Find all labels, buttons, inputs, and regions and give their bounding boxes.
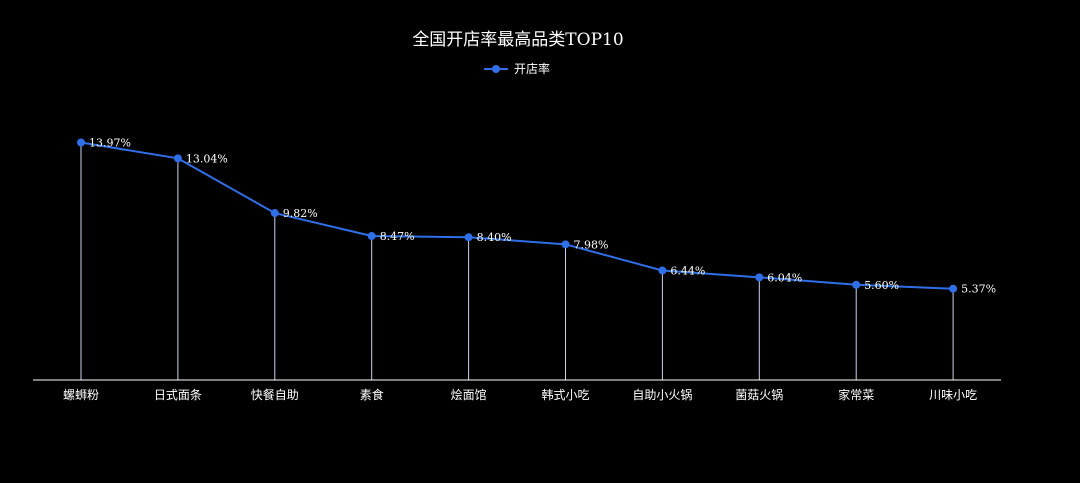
x-tick-label: 螺蛳粉 <box>63 388 99 402</box>
data-point[interactable] <box>658 266 667 275</box>
x-tick-label: 快餐自助 <box>251 387 299 402</box>
x-tick-label: 素食 <box>360 387 384 402</box>
data-point[interactable] <box>464 233 473 242</box>
series-line-group <box>80 141 954 290</box>
data-points <box>77 138 958 293</box>
data-label: 13.04% <box>186 152 228 165</box>
chart-title: 全国开店率最高品类TOP10 <box>412 30 623 50</box>
data-label: 6.04% <box>767 271 802 284</box>
data-point[interactable] <box>561 240 570 249</box>
data-label: 8.47% <box>380 230 415 243</box>
legend-label: 开店率 <box>514 61 550 76</box>
x-tick-label: 日式面条 <box>154 388 202 402</box>
data-point[interactable] <box>755 273 764 282</box>
x-tick-label: 自助小火锅 <box>632 387 692 402</box>
data-labels: 13.97% 13.04% 9.82% 8.47% 8.40% 7.98% 6.44% 6.0… <box>89 137 996 296</box>
x-tick-label: 烩面馆 <box>451 387 487 402</box>
legend[interactable]: 开店率 <box>484 61 550 76</box>
data-point[interactable] <box>367 232 376 241</box>
data-label: 6.44% <box>670 265 705 278</box>
data-label: 9.82% <box>283 207 318 220</box>
data-label: 8.40% <box>477 231 512 244</box>
x-tick-label: 韩式小吃 <box>541 387 589 402</box>
series-line <box>80 141 954 290</box>
x-axis-tick-labels: 螺蛳粉 日式面条 快餐自助 素食 烩面馆 韩式小吃 自助小火锅 菌菇火锅 家常菜 川味小吃 <box>63 387 977 402</box>
data-label: 13.97% <box>89 137 131 150</box>
data-label: 5.60% <box>864 279 899 292</box>
x-tick-label: 家常菜 <box>838 387 874 402</box>
data-point[interactable] <box>949 284 958 293</box>
legend-marker <box>492 65 500 73</box>
data-label: 5.37% <box>961 283 996 296</box>
x-tick-label: 川味小吃 <box>929 388 977 402</box>
data-label: 7.98% <box>574 238 609 251</box>
drop-lines <box>80 142 954 380</box>
data-point[interactable] <box>173 154 182 163</box>
data-point[interactable] <box>270 209 279 218</box>
x-tick-label: 菌菇火锅 <box>735 387 783 402</box>
data-point[interactable] <box>77 138 85 147</box>
data-point[interactable] <box>852 280 861 289</box>
